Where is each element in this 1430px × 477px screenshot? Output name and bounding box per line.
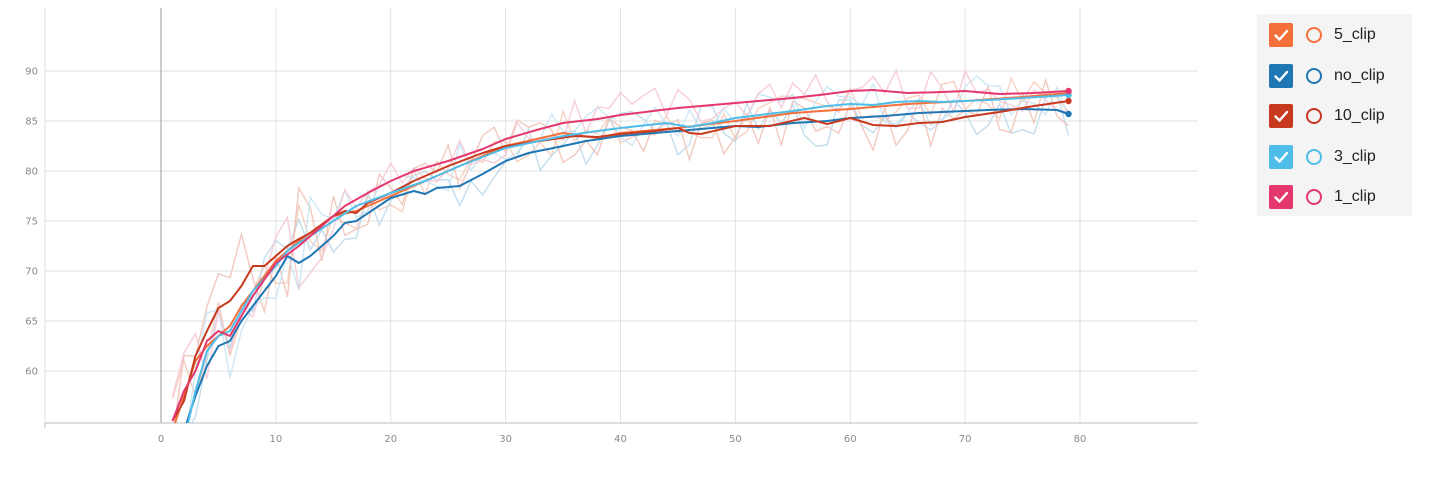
end-dot-10_clip	[1065, 97, 1072, 105]
legend-label: 1_clip	[1334, 188, 1376, 205]
x-tick-label: 30	[499, 434, 512, 445]
legend-label: no_clip	[1334, 66, 1385, 84]
raw-line-1_clip	[171, 68, 1069, 397]
checkmark-icon	[1274, 191, 1289, 203]
x-tick-label: 0	[158, 434, 164, 445]
raw-line-3_clip	[186, 75, 1070, 423]
grid-lines	[44, 8, 1198, 428]
raw-series-lines	[171, 68, 1070, 423]
y-tick-label: 65	[25, 317, 38, 328]
legend-color-circle-icon[interactable]	[1306, 108, 1322, 124]
legend-color-circle-icon[interactable]	[1306, 148, 1322, 165]
y-tick-label: 70	[25, 267, 38, 278]
series-end-markers	[1065, 87, 1072, 118]
legend-label: 5_clip	[1334, 26, 1376, 43]
end-dot-1_clip	[1065, 87, 1072, 95]
series-line-no_clip[interactable]	[172, 108, 1069, 461]
series-line-3_clip[interactable]	[172, 94, 1069, 471]
legend-checkbox[interactable]	[1269, 144, 1293, 169]
end-dot-no_clip	[1065, 110, 1072, 118]
series-line-10_clip[interactable]	[171, 100, 1069, 422]
raw-line-5_clip	[171, 76, 1070, 400]
checkmark-icon	[1274, 110, 1289, 122]
x-tick-label: 20	[384, 434, 397, 445]
checkmark-icon	[1274, 70, 1289, 82]
legend-checkbox[interactable]	[1269, 63, 1293, 88]
x-tick-label: 80	[1074, 434, 1087, 445]
legend-color-circle-icon[interactable]	[1306, 189, 1322, 205]
tick-labels: 60 65 70 75 80 85 90 0 10 20 30 40 50 60 70 80	[25, 67, 1086, 446]
legend-checkbox[interactable]	[1269, 104, 1293, 128]
series-line-1_clip[interactable]	[171, 89, 1069, 422]
legend-item-10_clip[interactable]: 10_clip	[1269, 104, 1385, 128]
x-tick-label: 70	[959, 434, 972, 445]
legend: 5_clip no_clip 10_clip 3_clip 1_clip	[1257, 14, 1412, 216]
smoothed-series-lines	[171, 89, 1069, 471]
legend-color-circle-icon[interactable]	[1306, 27, 1322, 43]
x-tick-label: 40	[614, 434, 627, 445]
legend-item-no_clip[interactable]: no_clip	[1269, 63, 1385, 88]
y-tick-label: 60	[25, 367, 38, 378]
legend-color-circle-icon[interactable]	[1306, 67, 1322, 84]
legend-checkbox[interactable]	[1269, 185, 1293, 209]
y-tick-label: 90	[25, 67, 38, 78]
y-tick-label: 75	[25, 217, 38, 228]
checkmark-icon	[1274, 29, 1289, 41]
x-tick-label: 50	[729, 434, 742, 445]
legend-label: 10_clip	[1334, 107, 1385, 124]
legend-item-5_clip[interactable]: 5_clip	[1269, 23, 1376, 47]
x-tick-label: 10	[270, 434, 283, 445]
legend-item-3_clip[interactable]: 3_clip	[1269, 144, 1376, 169]
x-tick-label: 60	[844, 434, 857, 445]
legend-item-1_clip[interactable]: 1_clip	[1269, 185, 1376, 209]
checkmark-icon	[1274, 151, 1289, 163]
legend-label: 3_clip	[1334, 147, 1376, 165]
y-tick-label: 85	[25, 117, 38, 128]
legend-checkbox[interactable]	[1269, 23, 1293, 47]
y-tick-label: 80	[25, 167, 38, 178]
